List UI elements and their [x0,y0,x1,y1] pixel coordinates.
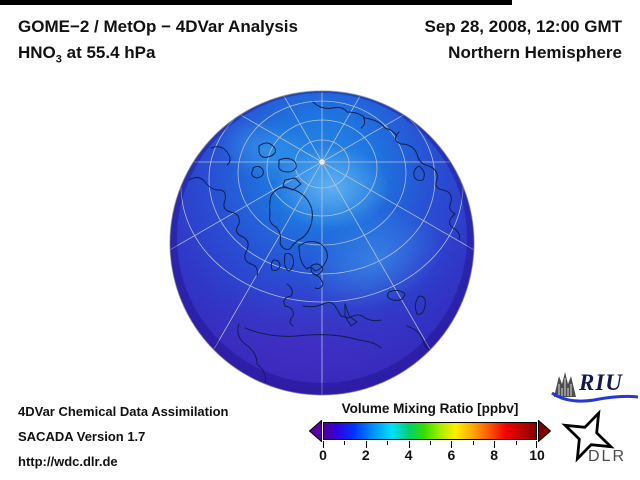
species-subscript: 3 [55,53,62,66]
page-title: GOME−2 / MetOp − 4DVar Analysis [18,17,298,36]
globe-graphic [169,90,475,396]
colorbar-tick [365,441,367,448]
colorbar-title: Volume Mixing Ratio [ppbv] [341,401,519,416]
colorbar-gradient [323,422,537,440]
dlr-wordmark: DLR [588,448,627,465]
north-pole-marker [318,158,326,166]
colorbar-tick-label: 4 [404,447,413,463]
colorbar-tick-label: 0 [319,447,327,463]
colorbar-tick [536,441,537,448]
colorbar-right-arrow [538,420,551,442]
limb-shading [170,91,474,395]
colorbar-tick [323,441,324,448]
species-level-label: HNO3 at 55.4 hPa [18,43,155,65]
colorbar-minor-tick [515,441,517,445]
colorbar-tick-labels: 0 2 4 6 8 10 [319,447,545,463]
species-prefix: HNO [18,43,56,62]
colorbar-tick [451,441,453,448]
footer-line-url: http://wdc.dlr.de [18,454,118,469]
colorbar-tick-label: 6 [447,447,456,463]
footer-line-version: SACADA Version 1.7 [18,429,146,444]
riu-cathedral-icon [551,372,639,403]
colorbar-minor-tick [344,441,346,445]
top-black-bar [0,0,512,5]
colorbar-left-arrow [309,420,322,442]
riu-wordmark: RIU [579,370,623,395]
riu-logo: RIU [550,370,640,406]
colorbar-tick-label: 10 [529,447,545,463]
upperleft-bright-band [217,118,313,182]
coastlines [188,101,460,383]
colorbar-tick [494,441,496,448]
colorbar-minor-tick [387,441,389,445]
timestamp-label: Sep 28, 2008, 12:00 GMT [424,17,623,36]
footer-line-assimilation: 4DVar Chemical Data Assimilation [18,404,229,419]
colorbar-minor-tick [430,441,431,445]
colorbar-minor-tick [472,441,474,445]
colorbar-tick-label: 2 [361,447,370,463]
hemisphere-map [167,88,477,398]
riu-wave-icon [551,391,639,403]
colorbar-tick [408,441,410,448]
dlr-logo: DLR [560,408,640,470]
dlr-star-icon [561,409,615,463]
colorbar-tick-label: 8 [490,447,499,463]
species-suffix: at 55.4 hPa [61,43,156,62]
region-label: Northern Hemisphere [448,43,622,62]
